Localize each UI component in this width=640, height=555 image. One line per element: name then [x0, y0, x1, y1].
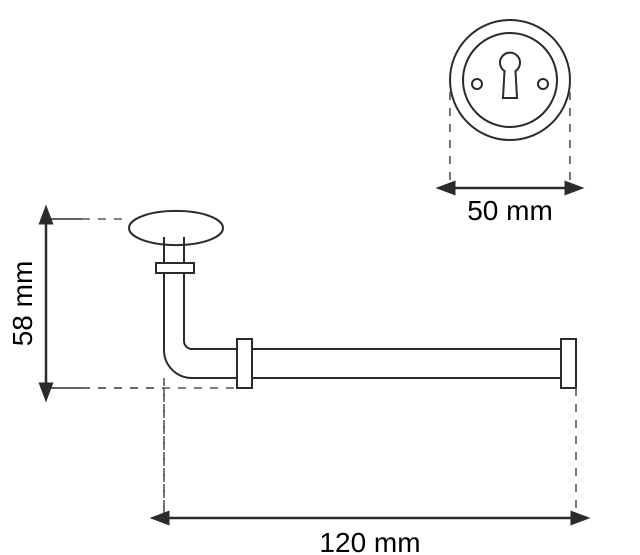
escutcheon-outer: [450, 20, 570, 140]
dim-label-escutcheon: 50 mm: [467, 195, 553, 226]
collar: [156, 263, 194, 273]
grip-end-cap: [561, 339, 576, 388]
keyhole-icon: [500, 53, 520, 98]
screw-hole-left: [472, 79, 482, 89]
screw-hole-right: [538, 79, 548, 89]
dim-label-horizontal: 120 mm: [319, 527, 420, 555]
dim-label-vertical: 58 mm: [7, 261, 38, 347]
grip-bar: [252, 349, 561, 378]
rose: [129, 211, 223, 245]
technical-drawing: 58 mm 120 mm 50 mm: [0, 0, 640, 555]
grip-start-cap: [237, 339, 252, 388]
